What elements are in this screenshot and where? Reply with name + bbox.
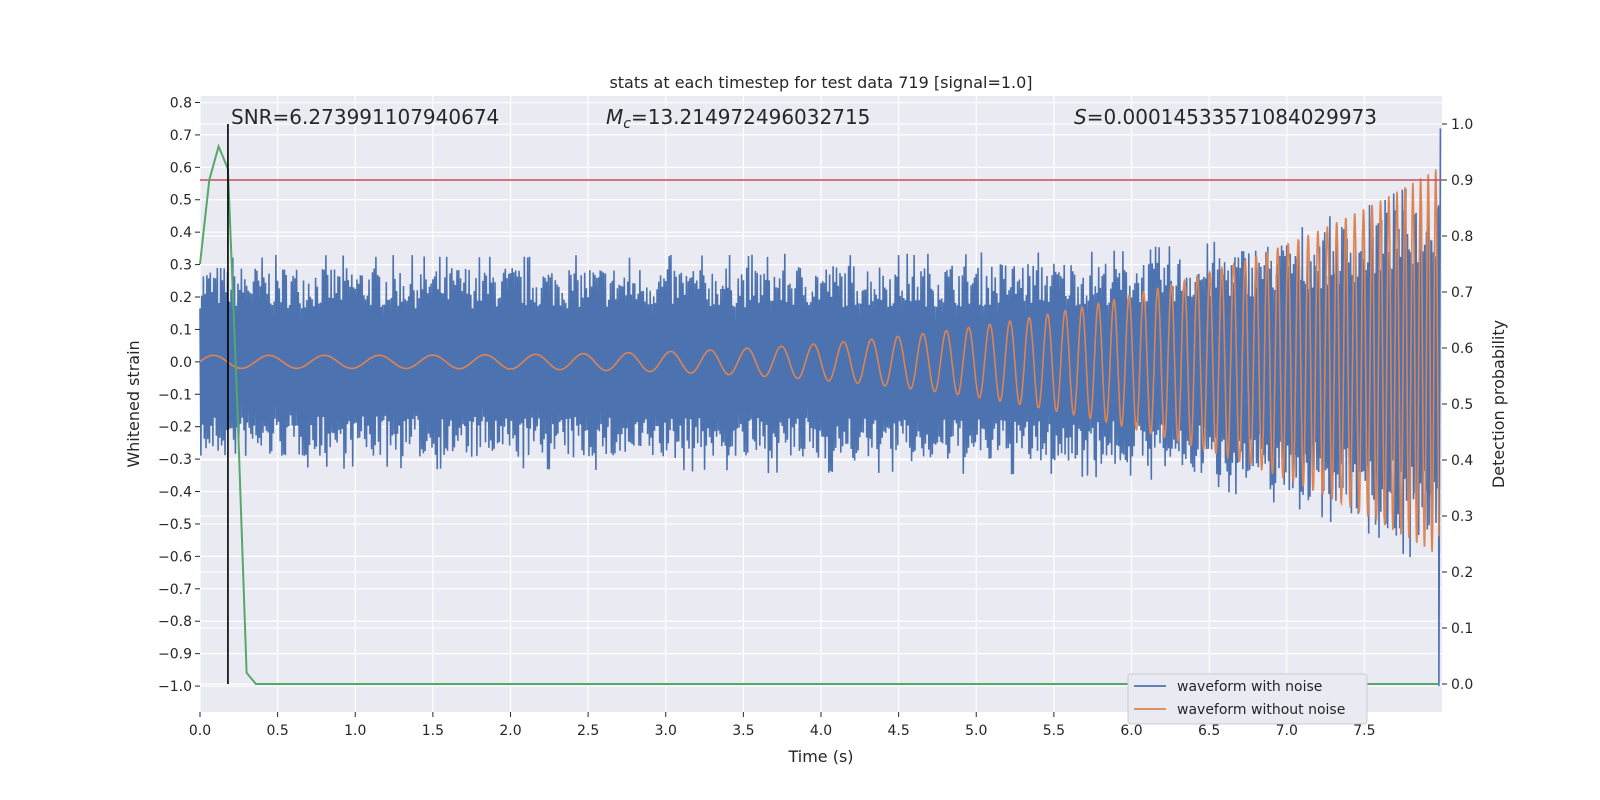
- chirp-mass-subscript: c: [623, 116, 631, 132]
- s-symbol: S: [1074, 105, 1087, 129]
- x-tick-label: 0.5: [266, 723, 288, 739]
- y-tick-label: 0.3: [170, 258, 192, 274]
- y-axis-label-right: Detection probability: [1489, 320, 1508, 488]
- y-tick-label: −0.8: [158, 614, 192, 630]
- data-layer: [199, 124, 1442, 687]
- y-right-tick-label: 0.2: [1451, 565, 1473, 581]
- x-axis-label: Time (s): [787, 747, 853, 766]
- legend-label-clean: waveform without noise: [1177, 702, 1345, 718]
- chirp-mass-symbol: M: [606, 105, 623, 129]
- x-tick-label: 2.5: [577, 723, 599, 739]
- chart-title: stats at each timestep for test data 719…: [609, 73, 1032, 92]
- x-tick-label: 2.0: [499, 723, 521, 739]
- x-tick-label: 4.0: [810, 723, 832, 739]
- x-tick-label: 7.5: [1353, 723, 1375, 739]
- x-tick-label: 3.5: [732, 723, 754, 739]
- x-tick-label: 6.5: [1198, 723, 1220, 739]
- y-tick-label: −0.2: [158, 420, 192, 436]
- x-tick-label: 5.5: [1043, 723, 1065, 739]
- y-right-tick-label: 0.7: [1451, 285, 1473, 301]
- y-right-tick-label: 0.3: [1451, 509, 1473, 525]
- y-tick-label: 0.5: [170, 193, 192, 209]
- x-tick-label: 1.5: [422, 723, 444, 739]
- x-tick-label: 6.0: [1120, 723, 1142, 739]
- snr-annotation: SNR=6.273991107940674: [231, 105, 499, 129]
- x-tick-label: 1.0: [344, 723, 366, 739]
- x-tick-label: 5.0: [965, 723, 987, 739]
- x-tick-label: 7.0: [1276, 723, 1298, 739]
- y-right-tick-label: 0.8: [1451, 229, 1473, 245]
- y-tick-label: 0.1: [170, 322, 192, 338]
- y-tick-label: −0.4: [158, 485, 192, 501]
- y-right-tick-label: 0.0: [1451, 677, 1473, 693]
- y-right-tick-label: 0.4: [1451, 453, 1473, 469]
- x-tick-label: 4.5: [887, 723, 909, 739]
- y-tick-label: −0.6: [158, 549, 192, 565]
- y-tick-label: 0.2: [170, 290, 192, 306]
- y-tick-label: 0.4: [170, 225, 192, 241]
- series-waveform-with-noise: [199, 128, 1442, 687]
- chirp-mass-annotation: Mc=13.214972496032715: [606, 105, 870, 132]
- series-detection-probability: [199, 143, 1439, 685]
- chirp-mass-value: =13.214972496032715: [631, 105, 870, 129]
- s-value: =0.00014533571084029973: [1087, 105, 1377, 129]
- y-tick-label: 0.0: [170, 355, 192, 371]
- y-tick-label: −0.3: [158, 452, 192, 468]
- y-right-tick-label: 0.9: [1451, 173, 1473, 189]
- y-tick-label: −0.1: [158, 387, 192, 403]
- y-tick-label: −0.9: [158, 647, 192, 663]
- y-right-tick-label: 0.6: [1451, 341, 1473, 357]
- x-tick-label: 0.0: [189, 723, 211, 739]
- y-tick-label: 0.7: [170, 128, 192, 144]
- s-annotation: S=0.00014533571084029973: [1074, 105, 1377, 129]
- legend-box: [1127, 673, 1368, 725]
- y-axis-label-left: Whitened strain: [124, 340, 143, 467]
- legend-label-noise: waveform with noise: [1177, 679, 1322, 695]
- ticks: 0.0 0.5 1.0 1.5 2.0 2.5 3.0 3.5 4.0 4.5 5.0 5.5 6.0 6…: [158, 95, 1473, 739]
- y-tick-label: −0.7: [158, 582, 192, 598]
- y-tick-label: 0.6: [170, 160, 192, 176]
- y-tick-label: 0.8: [170, 95, 192, 111]
- y-right-tick-label: 0.5: [1451, 397, 1473, 413]
- x-tick-label: 3.0: [655, 723, 677, 739]
- legend: waveform with noise waveform without noi…: [1127, 673, 1368, 725]
- y-right-tick-label: 0.1: [1451, 621, 1473, 637]
- y-tick-label: −1.0: [158, 679, 192, 695]
- series-waveform-without-noise: [199, 169, 1440, 553]
- y-right-tick-label: 1.0: [1451, 117, 1473, 133]
- y-tick-label: −0.5: [158, 517, 192, 533]
